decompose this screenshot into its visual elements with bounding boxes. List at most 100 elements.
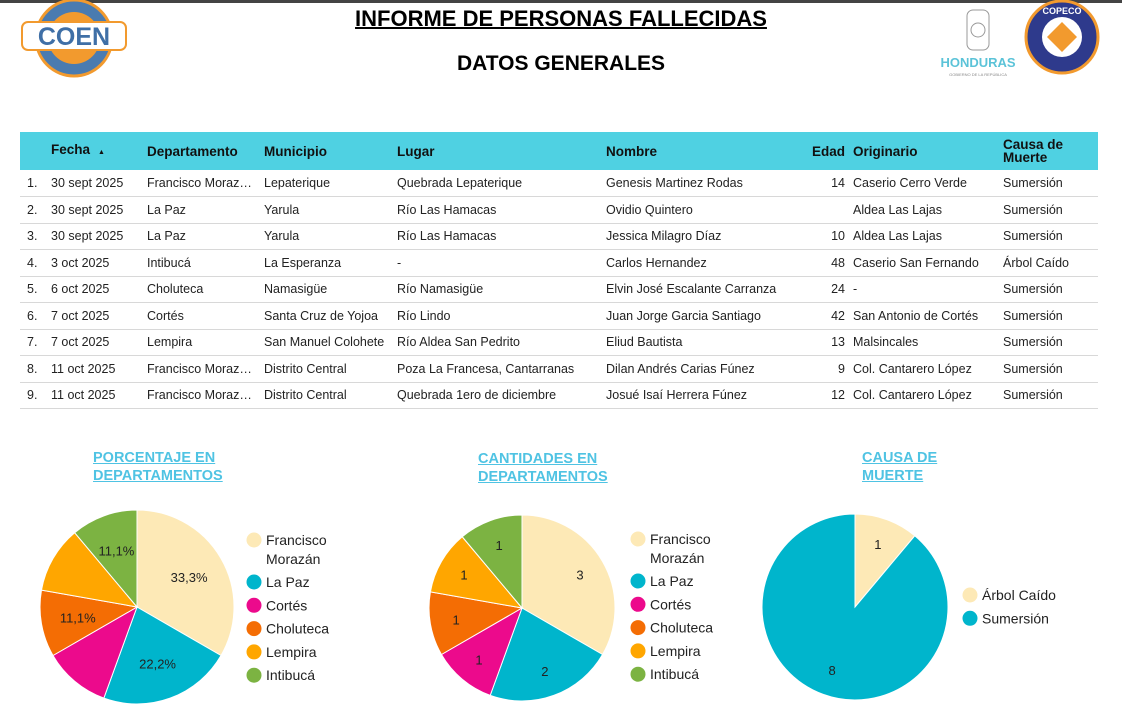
table-cell: Santa Cruz de Yojoa [264,302,397,330]
table-row[interactable]: 4. 3 oct 2025 Intibucá La Esperanza - Carlos … [20,249,1098,277]
data-label: 1 [495,538,502,553]
table-cell: San Manuel Colohete [264,329,397,356]
data-label: 33,3% [171,570,208,585]
legend-label: Choluteca [266,621,329,637]
table-cell: 42 [800,302,853,330]
table-row[interactable]: 1. 30 sept 2025 Francisco Moraz… Lepateriqu… [20,170,1098,197]
pie-slice-1[interactable] [40,531,139,608]
column-header-label: Municipio [264,143,327,159]
column-header[interactable]: Municipio [264,132,397,170]
table-cell: La Paz [147,196,264,224]
pie-slice-2[interactable] [428,591,524,656]
table-cell: Choluteca [147,276,264,303]
data-label: 1 [475,652,482,667]
table-cell: Ovidio Quintero [606,196,800,224]
svg-text:COPECO: COPECO [1042,6,1081,16]
legend-swatch [630,531,646,547]
column-header[interactable]: Edad [800,132,853,170]
table-cell: Sumersión [1003,355,1098,383]
table-cell: Río Aldea San Pedrito [397,329,606,356]
pie-slice-3[interactable] [761,513,949,701]
copeco-logo: COPECO [1024,0,1100,75]
table-cell: 8. [20,355,51,383]
data-label: 1 [460,568,467,583]
legend-label: Sumersión [982,610,1049,626]
legend-swatch [246,621,262,637]
legend-label: Cortés [266,597,307,613]
table-cell: Río Namasigüe [397,276,606,303]
data-label: 11,1% [60,610,96,625]
pie-slice-2[interactable] [461,514,523,610]
table-cell: Elvin José Escalante Carranza [606,276,800,303]
table-cell: Río Las Hamacas [397,196,606,224]
table-row[interactable]: 3. 30 sept 2025 La Paz Yarula Río Las Hamaca… [20,223,1098,250]
table-row[interactable]: 7. 7 oct 2025 Lempira San Manuel Colohete Rí… [20,329,1098,356]
table-cell: Distrito Central [264,355,397,383]
table-row[interactable]: 5. 6 oct 2025 Choluteca Namasigüe Río Namasi… [20,276,1098,303]
legend-label: Intibucá [650,666,699,682]
table-cell: Aldea Las Lajas [853,196,1003,224]
table-cell: Sumersión [1003,196,1098,224]
legend-swatch [246,667,262,683]
report-subtitle: DATOS GENERALES [456,52,666,75]
table-cell: Sumersión [1003,302,1098,330]
table-cell: Sumersión [1003,276,1098,303]
column-header[interactable]: Departamento [147,132,264,170]
legend-label: Árbol Caído [982,587,1056,603]
table-cell: Sumersión [1003,329,1098,356]
data-label: 1 [452,613,459,628]
column-header[interactable] [20,132,51,170]
legend-swatch [246,597,262,613]
table-cell: Dilan Andrés Carias Fúnez [606,355,800,383]
table-cell: Genesis Martinez Rodas [606,170,800,197]
column-header-label: Fecha [51,142,91,157]
chart-title-causa: CAUSA DE MUERTE [862,450,938,484]
table-row[interactable]: 2. 30 sept 2025 La Paz Yarula Río Las Hamaca… [20,196,1098,224]
column-header-label: Causa de Muerte [1003,137,1064,165]
column-header[interactable]: Causa de Muerte [1003,132,1098,170]
table-cell: Namasigüe [264,276,397,303]
legend-swatch [246,574,262,590]
table-cell: - [397,249,606,277]
pie-slice-2[interactable] [429,536,524,609]
column-header[interactable]: Fecha ▲ [51,132,147,170]
pie-slice-1[interactable] [103,606,222,705]
svg-text:COEN: COEN [38,23,110,51]
table-cell: 6. [20,302,51,330]
table-cell: 10 [800,223,853,250]
data-label: 22,2% [139,657,176,672]
table-row[interactable]: 9. 11 oct 2025 Francisco Moraz… Distrito Ce… [20,382,1098,409]
table-cell: 48 [800,249,853,277]
table-cell: 11 oct 2025 [51,355,147,383]
table-row[interactable]: 8. 11 oct 2025 Francisco Moraz… Distrito Ce… [20,355,1098,383]
table-cell: Francisco Moraz… [147,170,264,197]
pie-slice-1[interactable] [52,605,138,699]
legend-label: Choluteca [650,620,713,636]
column-header[interactable]: Nombre [606,132,800,170]
table-cell [800,196,853,224]
table-cell: Río Lindo [397,302,606,330]
pie-slice-2[interactable] [521,514,616,656]
table-cell: 13 [800,329,853,356]
table-cell: 7 oct 2025 [51,329,147,356]
table-cell: 24 [800,276,853,303]
pie-slice-1[interactable] [39,589,139,657]
table-cell: Intibucá [147,249,264,277]
column-header[interactable]: Lugar [397,132,606,170]
pie-slice-2[interactable] [489,607,604,702]
pie-slice-1[interactable] [136,509,235,657]
table-cell: 11 oct 2025 [51,382,147,409]
table-cell: Francisco Moraz… [147,355,264,383]
column-header[interactable]: Originario [853,132,1003,170]
coen-logo: COEN [21,0,127,78]
table-cell: Lepaterique [264,170,397,197]
sort-ascending-icon[interactable]: ▲ [96,149,105,156]
table-cell: 30 sept 2025 [51,223,147,250]
deaths-table: Fecha ▲ Departamento Municipio Lugar Nombre E… [20,132,1098,409]
report-title: INFORME DE PERSONAS FALLECIDAS [355,6,767,31]
pie-slice-1[interactable] [73,509,138,609]
table-cell: Yarula [264,223,397,250]
pie-slice-2[interactable] [440,606,523,697]
table-row[interactable]: 6. 7 oct 2025 Cortés Santa Cruz de Yojoa Río… [20,302,1098,330]
pie-slice-3[interactable] [854,513,916,609]
